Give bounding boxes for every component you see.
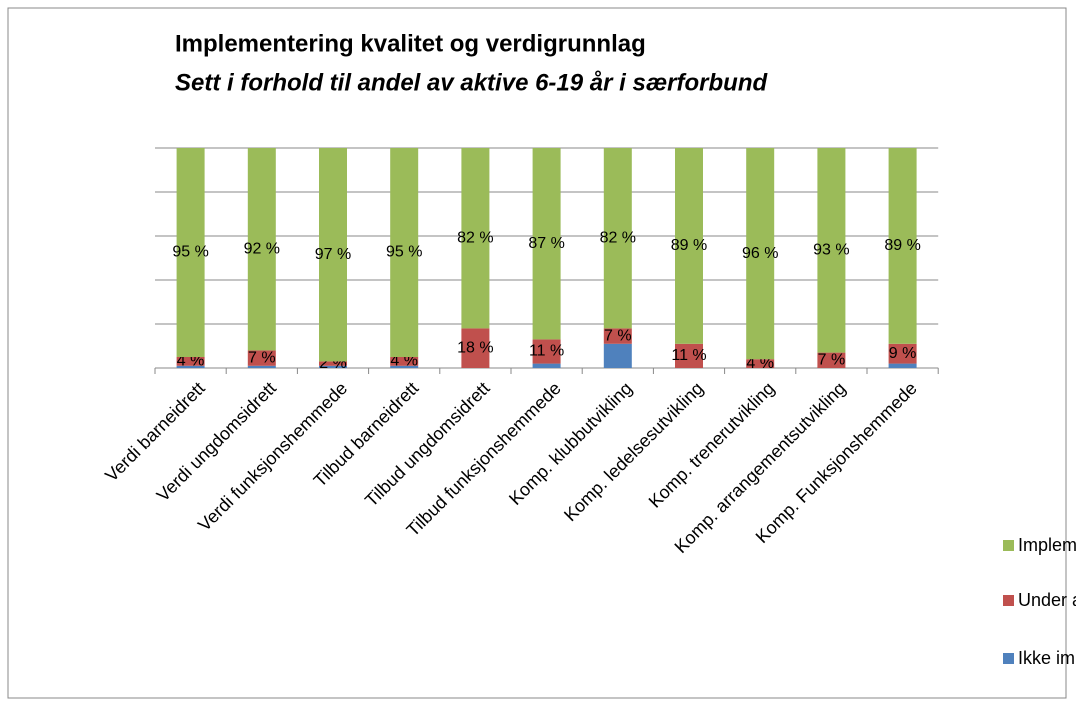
bar-segment bbox=[319, 361, 347, 366]
bar-segment bbox=[319, 365, 347, 368]
data-label: 82 % bbox=[457, 229, 493, 246]
data-label: 9 % bbox=[889, 345, 917, 362]
data-label: 93 % bbox=[813, 242, 849, 259]
legend-label: Implementert bbox=[1018, 535, 1076, 555]
bar-segment bbox=[746, 359, 775, 368]
bar-segment bbox=[176, 365, 205, 368]
bar-segment bbox=[319, 148, 347, 362]
bar-segment bbox=[603, 148, 632, 329]
bar-segment bbox=[603, 328, 632, 344]
bar-segment bbox=[176, 148, 205, 357]
bar-segment bbox=[390, 148, 419, 357]
data-label: 11 % bbox=[529, 343, 564, 360]
bar-segment bbox=[675, 148, 703, 344]
data-label: 95 % bbox=[172, 244, 208, 261]
legend-label: Under arbeid bbox=[1018, 590, 1076, 610]
data-label: 96 % bbox=[742, 245, 778, 262]
legend-swatch bbox=[1003, 653, 1014, 664]
bar-segment bbox=[532, 339, 561, 364]
bar-segment bbox=[461, 148, 490, 329]
data-label: 89 % bbox=[884, 237, 920, 254]
bar-segment bbox=[817, 352, 846, 368]
data-label: 89 % bbox=[671, 237, 707, 254]
bar-segment bbox=[746, 148, 775, 360]
bar-segment bbox=[390, 357, 419, 366]
data-label: 7 % bbox=[604, 327, 632, 344]
data-label: 7 % bbox=[818, 352, 846, 369]
data-label: 11 % bbox=[671, 347, 706, 364]
data-label: 95 % bbox=[386, 244, 422, 261]
chart-title: Implementering kvalitet og verdigrunnlag bbox=[175, 30, 646, 57]
bar-segment bbox=[461, 328, 490, 368]
bar-segment bbox=[390, 365, 419, 368]
data-label: 7 % bbox=[248, 349, 276, 366]
bar-segment bbox=[247, 350, 276, 366]
legend-swatch bbox=[1003, 595, 1014, 606]
bar-segment bbox=[532, 363, 561, 368]
bar-segment bbox=[176, 357, 205, 366]
data-label: 92 % bbox=[244, 240, 280, 257]
data-label: 87 % bbox=[528, 235, 564, 252]
bar-segment bbox=[888, 363, 917, 368]
bar-segment bbox=[247, 365, 276, 368]
chart-subtitle: Sett i forhold til andel av aktive 6-19 … bbox=[175, 69, 768, 96]
bar-segment bbox=[247, 148, 276, 351]
bar-segment bbox=[888, 343, 917, 364]
bar-segment bbox=[603, 343, 632, 368]
legend-label: Ikke implementert bbox=[1018, 648, 1076, 668]
legend-swatch bbox=[1003, 540, 1014, 551]
data-label: 82 % bbox=[600, 229, 636, 246]
bar-segment bbox=[888, 148, 917, 344]
data-label: 97 % bbox=[315, 246, 351, 263]
bar-segment bbox=[675, 343, 703, 368]
bar-segment bbox=[532, 148, 561, 340]
bar-segment bbox=[817, 148, 846, 353]
data-label: 18 % bbox=[457, 339, 493, 356]
